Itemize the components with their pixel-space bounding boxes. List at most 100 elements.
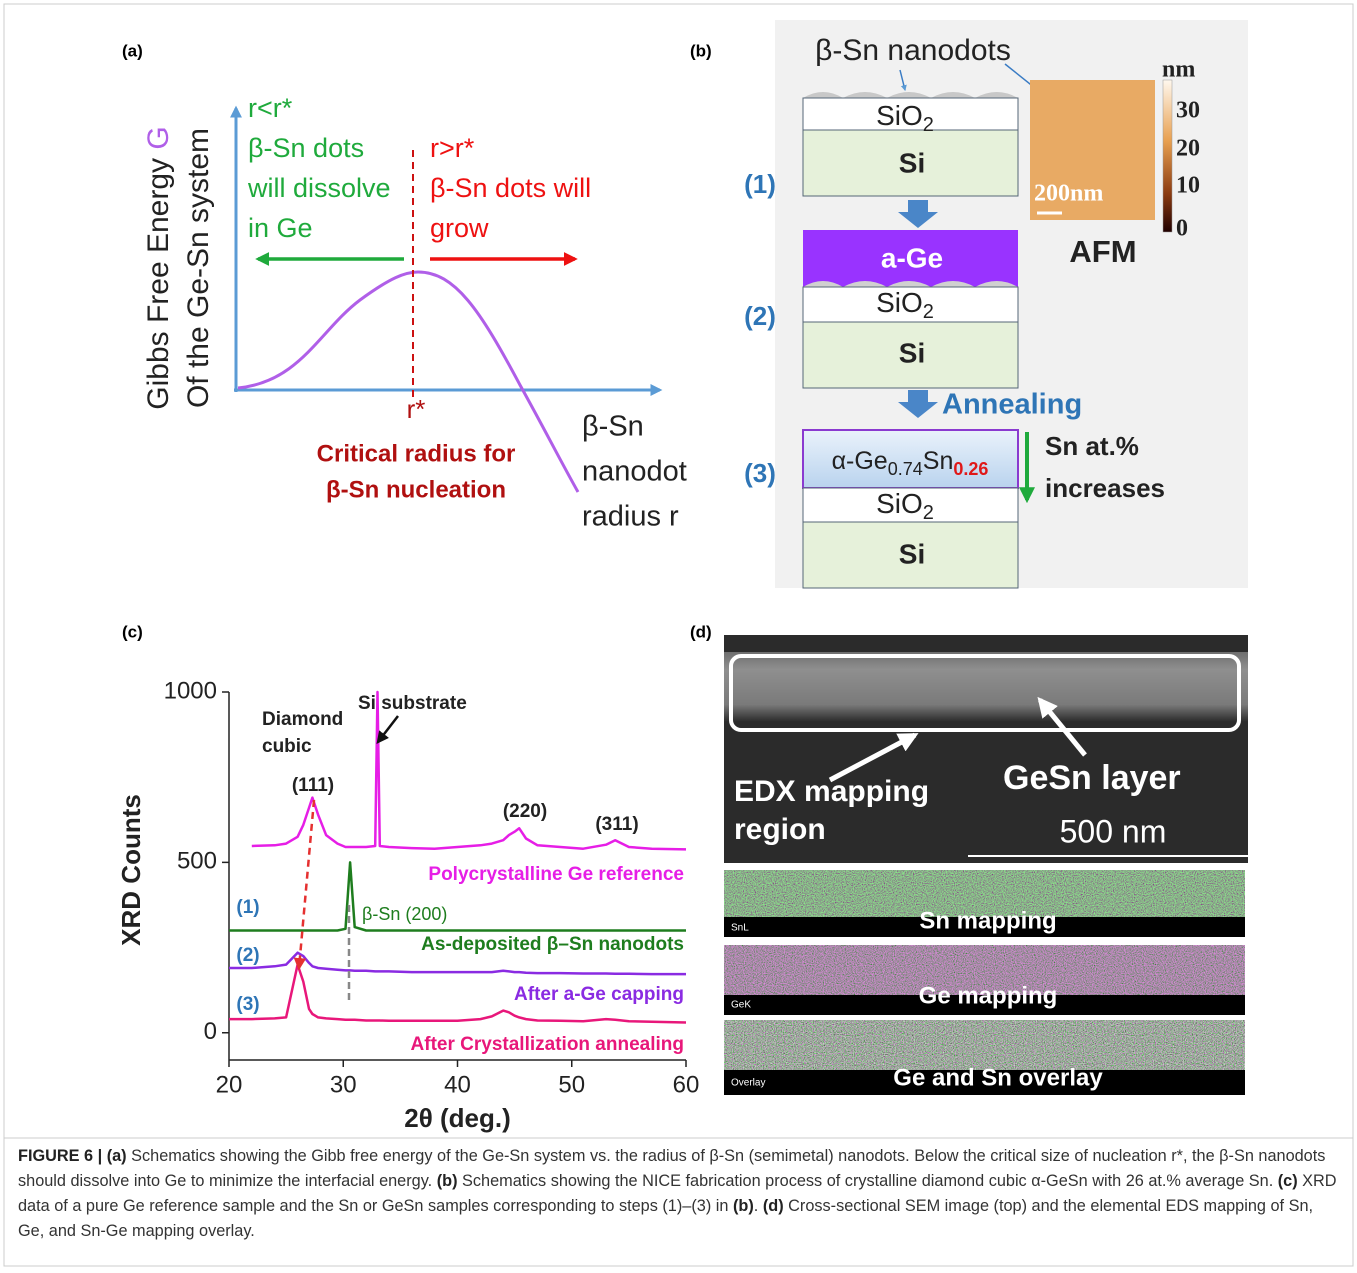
map-title: Ge mapping — [919, 982, 1058, 1009]
layer-label: Si — [899, 337, 925, 368]
label: β-Sn nanodots — [815, 34, 1011, 67]
y-axis-label: Of the Ge-Sn system — [182, 128, 215, 408]
colorbar-tick: 20 — [1176, 136, 1200, 162]
series-label: After Crystallization annealing — [411, 1034, 684, 1055]
critical-label: Critical radius for — [317, 440, 516, 467]
shift-arrow — [299, 800, 314, 968]
note: Sn at.% — [1045, 431, 1139, 461]
figure: (a) Gibbs Free Energy G Of the Ge-Sn sys… — [0, 0, 1357, 1273]
label: EDX mapping — [734, 775, 929, 808]
step-label: (2) — [236, 945, 259, 966]
annealing: Annealing — [942, 389, 1082, 421]
x-tick-label: 40 — [444, 1071, 471, 1098]
x-tick-label: 30 — [330, 1071, 357, 1098]
note: will dissolve — [247, 173, 391, 203]
gesn-band — [724, 652, 1248, 722]
caption: FIGURE 6 | (a) Schematics showing the Gi… — [18, 1144, 1340, 1244]
panel-a: (a) Gibbs Free Energy G Of the Ge-Sn sys… — [122, 41, 687, 532]
colorbar — [1163, 80, 1172, 232]
scale-label: 200nm — [1034, 181, 1103, 207]
x-tick-label: 20 — [216, 1071, 243, 1098]
caption-text: (c) — [1278, 1172, 1298, 1190]
series-label: As-deposited β–Sn nanodots — [421, 934, 684, 955]
caption-text: (b) — [733, 1197, 754, 1215]
annotation: Diamond — [262, 709, 343, 730]
subscript: 0.74 — [888, 459, 923, 479]
map-texture — [724, 1020, 1245, 1070]
step-label: (3) — [236, 994, 259, 1015]
map-title: Sn mapping — [919, 907, 1056, 934]
text: Sn — [923, 447, 954, 475]
x-axis-label: radius r — [582, 501, 679, 533]
x-axis-label: β-Sn — [582, 411, 644, 443]
note: in Ge — [248, 213, 313, 243]
caption-text: (a) — [107, 1147, 127, 1165]
map: Overlay Ge and Sn overlay — [724, 1020, 1245, 1095]
caption-text: (d) — [763, 1197, 784, 1215]
series-label: Polycrystalline Ge reference — [428, 864, 684, 885]
text: SiO — [876, 100, 923, 131]
colorbar-tick: 10 — [1176, 173, 1200, 199]
subscript: 2 — [923, 114, 934, 136]
r-star: r* — [407, 394, 426, 424]
map: GeK Ge mapping — [724, 945, 1245, 1015]
map: SnL Sn mapping — [724, 870, 1245, 937]
caption-text: Schematics showing the NICE fabrication … — [458, 1172, 1278, 1190]
symbol: G — [142, 126, 175, 149]
panel-d: (d) EDX mapping region GeSn layer 500 nm… — [690, 622, 1248, 1095]
peak-label: (111) — [292, 775, 334, 796]
y-tick-label: 500 — [177, 848, 217, 875]
map-tag: SnL — [731, 923, 749, 934]
peak-label: (311) — [595, 814, 638, 835]
map-tag: GeK — [731, 1000, 751, 1011]
caption-text: FIGURE 6 | — [18, 1147, 107, 1165]
step-label: (1) — [744, 169, 776, 199]
text: SiO — [876, 287, 923, 318]
layer-label: Si — [899, 147, 925, 178]
x-tick-label: 60 — [673, 1071, 700, 1098]
critical-label: β-Sn nucleation — [326, 476, 506, 503]
note: β-Sn dots — [248, 133, 364, 163]
scale-label: 500 nm — [1060, 813, 1167, 849]
subscript: 2 — [923, 301, 934, 323]
colorbar-tick: 30 — [1176, 98, 1200, 124]
y-tick-label: 1000 — [164, 677, 217, 704]
subscript: 0.26 — [953, 459, 988, 479]
note: grow — [430, 213, 489, 243]
x-axis-label: nanodot — [582, 456, 687, 488]
step-label: (2) — [744, 301, 776, 331]
layer-label: a-Ge — [881, 242, 943, 273]
label: GeSn layer — [1003, 759, 1181, 797]
panel-b: (b) β-Sn nanodots SiO2 Si a-Ge SiO2 Si α… — [690, 20, 1248, 588]
panel-label: (c) — [122, 622, 143, 641]
peak-label: (220) — [503, 801, 547, 822]
panel-label: (b) — [690, 41, 712, 60]
annotation: Si substrate — [358, 693, 467, 714]
subscript: 2 — [923, 502, 934, 524]
afm-label: AFM — [1069, 234, 1136, 269]
x-axis-label: 2θ (deg.) — [404, 1103, 511, 1133]
panel-label: (a) — [122, 41, 143, 60]
text: Gibbs Free Energy — [142, 158, 175, 410]
annotation: β-Sn (200) — [362, 904, 447, 924]
note: β-Sn dots will — [430, 173, 591, 203]
step-label: (1) — [236, 897, 259, 918]
note: increases — [1045, 473, 1165, 503]
colorbar-unit: nm — [1162, 57, 1195, 83]
pointer — [378, 716, 398, 742]
layer-label: Si — [899, 538, 925, 569]
series-label: After a-Ge capping — [514, 984, 684, 1005]
panel-label: (d) — [690, 622, 712, 641]
text: α-Ge — [832, 447, 888, 475]
map-title: Ge and Sn overlay — [893, 1064, 1103, 1091]
page: (a) Gibbs Free Energy G Of the Ge-Sn sys… — [0, 0, 1357, 1273]
caption-text: . — [754, 1197, 763, 1215]
caption-text: (b) — [437, 1172, 458, 1190]
y-axis-label: XRD Counts — [116, 794, 146, 946]
label: region — [734, 813, 826, 846]
colorbar-tick: 0 — [1176, 216, 1188, 242]
text: SiO — [876, 488, 923, 519]
note: r>r* — [430, 133, 475, 163]
note: r<r* — [248, 93, 293, 123]
